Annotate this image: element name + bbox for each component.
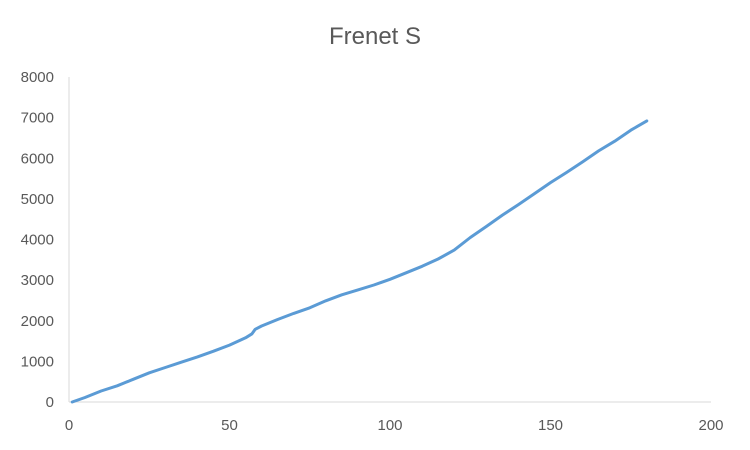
y-tick-label: 6000: [21, 150, 54, 167]
axes: [68, 77, 711, 403]
y-tick-label: 5000: [21, 191, 54, 208]
x-tick-label: 0: [65, 417, 73, 434]
x-tick-label: 50: [221, 417, 238, 434]
x-tick-label: 100: [377, 417, 402, 434]
y-tick-label: 8000: [21, 69, 54, 86]
y-tick-label: 2000: [21, 313, 54, 330]
x-tick-label: 150: [538, 417, 563, 434]
series-line: [70, 119, 649, 404]
y-tick-label: 4000: [21, 232, 54, 249]
y-tick-label: 0: [46, 394, 54, 411]
series-group: [70, 119, 649, 404]
x-tick-labels: 0 50 100 150 200: [65, 417, 724, 434]
chart-title: Frenet S: [329, 23, 421, 50]
y-tick-label: 1000: [21, 353, 54, 370]
y-tick-label: 7000: [21, 110, 54, 127]
x-tick-label: 200: [698, 417, 723, 434]
y-tick-label: 3000: [21, 272, 54, 289]
y-tick-labels: 0 1000 2000 3000 4000 5000 6000 7000 8000: [21, 69, 54, 411]
